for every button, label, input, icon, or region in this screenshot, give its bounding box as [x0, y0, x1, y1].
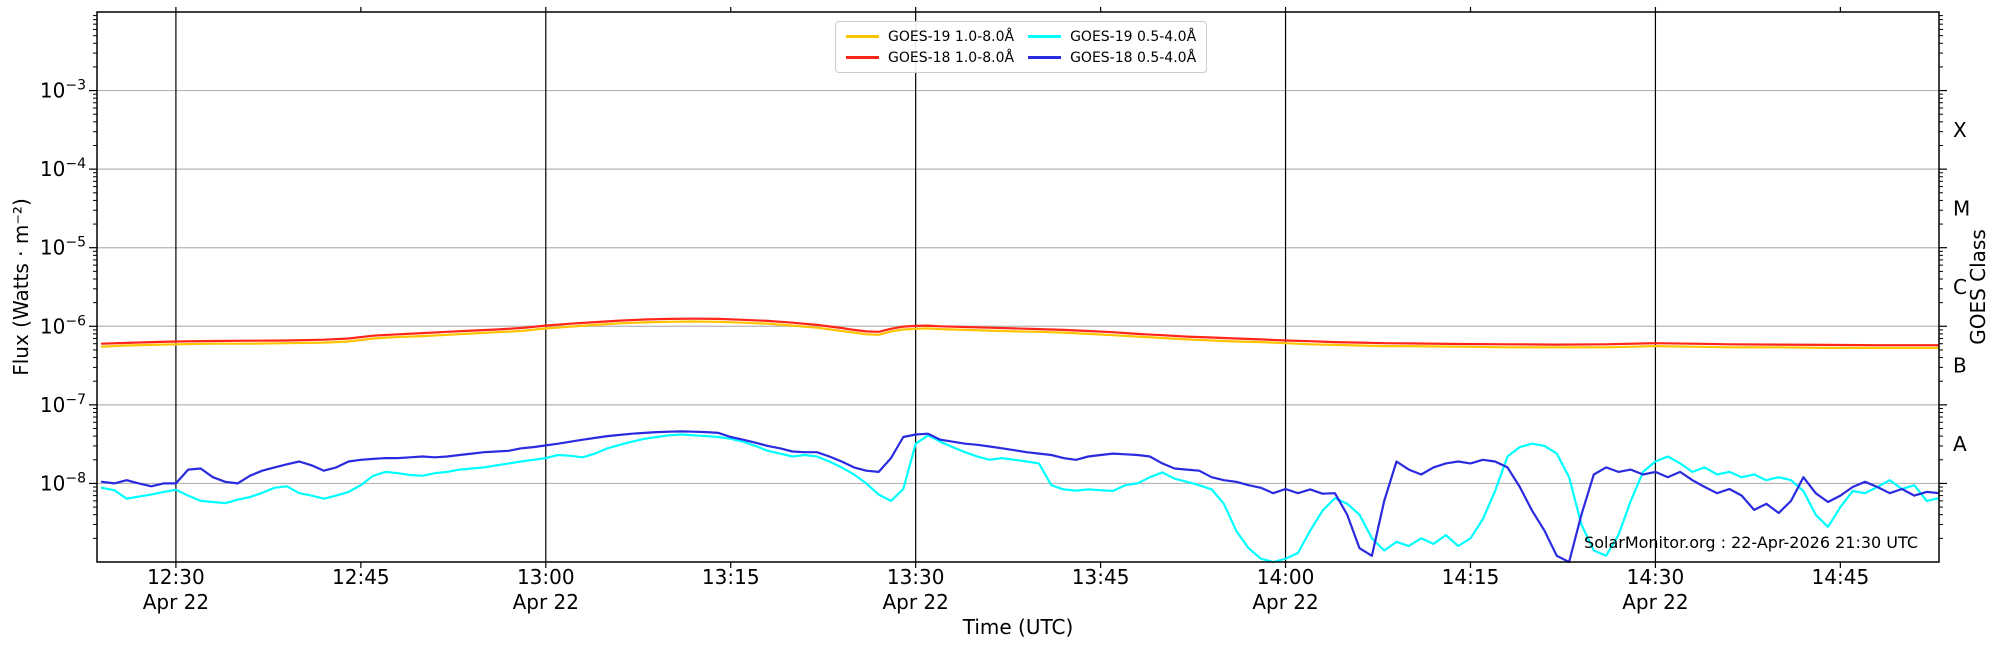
legend-swatch-goes18-long — [846, 56, 879, 59]
y-tick-label: 10−6 — [40, 313, 86, 338]
series-goes19-long — [100, 320, 1939, 349]
legend-item: GOES-18 1.0-8.0Å — [846, 50, 1014, 66]
plot-frame — [96, 11, 1940, 563]
x-tick-label: 14:30 — [1627, 565, 1685, 589]
x-tick-label: 13:45 — [1072, 565, 1130, 589]
y-tick-label: 10−8 — [40, 470, 86, 495]
x-tick-sublabel: Apr 22 — [513, 590, 579, 614]
legend-item: GOES-18 0.5-4.0Å — [1028, 50, 1196, 66]
legend-swatch-goes19-short — [1028, 35, 1062, 38]
y-tick-label: 10−3 — [40, 78, 86, 103]
x-axis-label: Time (UTC) — [962, 615, 1074, 639]
x-tick-label: 14:00 — [1257, 565, 1315, 589]
y-tick-label: 10−5 — [40, 235, 86, 260]
x-tick-label: 13:00 — [517, 565, 575, 589]
x-tick-label: 13:15 — [702, 565, 760, 589]
grid-lines — [97, 89, 1939, 485]
legend-label: GOES-19 1.0-8.0Å — [888, 28, 1015, 45]
watermark-text: SolarMonitor.org : 22-Apr-2026 21:30 UTC — [1584, 533, 1918, 552]
series-goes19-short — [100, 433, 1939, 563]
x-tick-label: 13:30 — [887, 565, 945, 589]
legend: GOES-19 1.0-8.0Å GOES-18 1.0-8.0Å GOES-1… — [835, 21, 1208, 73]
x-tick-sublabel: Apr 22 — [143, 590, 209, 614]
x-tick-sublabel: Apr 22 — [1252, 590, 1318, 614]
y-axis-label: Flux (Watts · m⁻²) — [9, 198, 33, 376]
x-tick-label: 14:15 — [1442, 565, 1500, 589]
goes-class-tick-label: B — [1953, 354, 1967, 378]
axes — [89, 7, 1947, 568]
x-tick-label: 14:45 — [1812, 565, 1870, 589]
goes-class-tick-label: A — [1953, 432, 1967, 456]
goes-class-tick-label: M — [1953, 196, 1970, 220]
x-tick-label: 12:30 — [147, 565, 205, 589]
legend-item: GOES-19 0.5-4.0Å — [1028, 29, 1196, 45]
legend-swatch-goes18-short — [1028, 56, 1062, 59]
goes-class-tick-label: C — [1953, 275, 1967, 299]
time-marker-lines — [175, 12, 1657, 562]
data-series — [100, 317, 1939, 563]
series-goes18-short — [100, 430, 1939, 563]
legend-swatch-goes19-long — [846, 35, 879, 38]
x-tick-sublabel: Apr 22 — [882, 590, 948, 614]
legend-item: GOES-19 1.0-8.0Å — [846, 29, 1014, 45]
y-tick-label: 10−4 — [40, 156, 86, 181]
legend-label: GOES-18 1.0-8.0Å — [888, 49, 1015, 66]
legend-label: GOES-18 0.5-4.0Å — [1070, 49, 1197, 66]
series-goes18-long — [100, 317, 1939, 347]
legend-label: GOES-19 0.5-4.0Å — [1070, 28, 1197, 45]
right-y-axis-label: GOES Class — [1966, 229, 1990, 345]
x-tick-label: 12:45 — [332, 565, 390, 589]
y-tick-label: 10−7 — [40, 392, 86, 417]
x-tick-sublabel: Apr 22 — [1622, 590, 1688, 614]
goes-class-tick-label: X — [1953, 118, 1967, 142]
